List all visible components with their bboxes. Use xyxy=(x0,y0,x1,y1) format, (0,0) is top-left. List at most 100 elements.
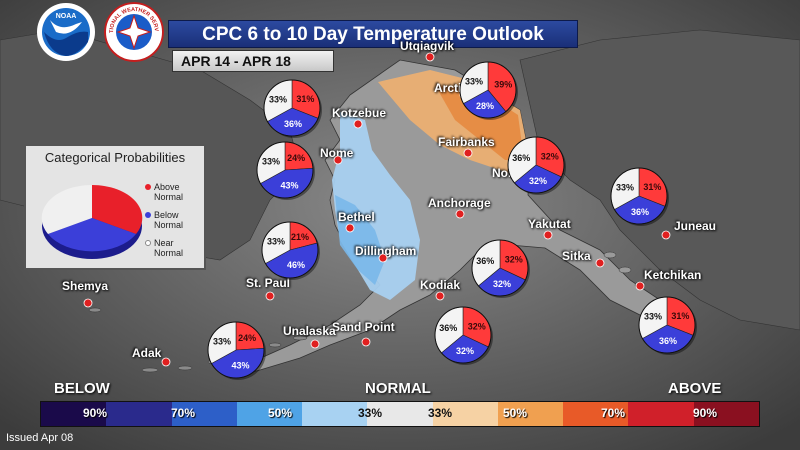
pie-label-below: 28% xyxy=(476,101,494,111)
legend-label-above: Above Normal xyxy=(154,182,184,202)
pie-label-above: 31% xyxy=(296,94,314,104)
date-range: APR 14 - APR 18 xyxy=(172,50,334,72)
pie-label-near: 33% xyxy=(213,337,231,347)
legend-dot-above xyxy=(145,184,151,190)
issued-date: Issued Apr 08 xyxy=(6,432,74,444)
pie-label-near: 33% xyxy=(269,95,287,105)
categorical-legend: Categorical Probabilities Above Normal B… xyxy=(24,144,206,270)
probability-pie: 24% 43% 33% xyxy=(207,321,266,380)
legend-label-near: Near Normal xyxy=(154,238,184,258)
place-marker xyxy=(378,253,388,263)
scale-segment xyxy=(106,402,172,426)
legend-label-below: Below Normal xyxy=(154,210,184,230)
place-marker xyxy=(333,155,343,165)
pie-outline xyxy=(507,136,565,194)
pie-label-above: 32% xyxy=(468,321,486,331)
pie-outline xyxy=(263,79,321,137)
legend-dot-below xyxy=(145,212,151,218)
probability-pie: 39% 28% 33% xyxy=(459,61,518,120)
scale-segment xyxy=(171,402,237,426)
scale-tick-label: 50% xyxy=(267,406,293,420)
legend-item-above: Above Normal xyxy=(145,182,204,202)
scale-tick-label: 90% xyxy=(692,406,718,420)
place-marker xyxy=(353,119,363,129)
place-label: Ketchikan xyxy=(644,268,702,282)
pie-outline xyxy=(207,321,265,379)
scale-segment xyxy=(367,402,433,426)
legend-pie xyxy=(41,184,143,259)
legend-title: Categorical Probabilities xyxy=(44,150,186,165)
place-label: Fairbanks xyxy=(438,135,495,149)
pie-outline xyxy=(638,296,696,354)
probability-pie: 31% 36% 33% xyxy=(263,79,322,138)
scale-segment xyxy=(628,402,694,426)
pie-label-above: 39% xyxy=(494,79,512,89)
pie-label-above: 31% xyxy=(671,311,689,321)
pie-label-below: 46% xyxy=(287,260,305,270)
scale-tick-label: 33% xyxy=(427,406,453,420)
pie-outline xyxy=(610,167,668,225)
legend-dot-near xyxy=(145,240,151,246)
place-marker xyxy=(361,337,371,347)
place-label: Sand Point xyxy=(332,320,395,334)
place-marker xyxy=(345,223,355,233)
pie-label-near: 33% xyxy=(267,237,285,247)
scale-tick-label: 70% xyxy=(600,406,626,420)
place-marker xyxy=(161,357,171,367)
pie-label-near: 33% xyxy=(616,183,634,193)
pie-label-above: 32% xyxy=(505,254,523,264)
pie-label-below: 36% xyxy=(284,119,302,129)
probability-pie: 32% 32% 36% xyxy=(507,136,566,195)
scale-segment xyxy=(432,402,498,426)
pie-outline xyxy=(471,239,529,297)
probability-pie: 31% 36% 33% xyxy=(638,296,697,355)
noaa-logo: NOAA xyxy=(37,3,95,61)
nws-logo: NATIONAL WEATHER SERVICE xyxy=(104,2,164,62)
pie-outline xyxy=(459,61,517,119)
probability-pie: 32% 32% 36% xyxy=(471,239,530,298)
scale-segment xyxy=(41,402,107,426)
place-label: Adak xyxy=(132,346,162,360)
pie-label-below: 32% xyxy=(493,279,511,289)
scale-normal-label: NORMAL xyxy=(365,380,431,397)
scale-below-label: BELOW xyxy=(54,380,110,397)
pie-label-below: 36% xyxy=(631,207,649,217)
place-marker xyxy=(595,258,605,268)
scale-segment xyxy=(693,402,759,426)
place-label: Dillingham xyxy=(355,244,417,258)
scale-tick-label: 90% xyxy=(82,406,108,420)
place-label: Sitka xyxy=(562,249,591,263)
pie-outline xyxy=(256,141,314,199)
legend-item-near: Near Normal xyxy=(145,238,204,258)
pie-label-below: 36% xyxy=(659,336,677,346)
place-label: Utqiagvik xyxy=(400,39,455,53)
pie-label-above: 31% xyxy=(643,182,661,192)
pie-outline xyxy=(434,306,492,364)
pie-label-near: 36% xyxy=(512,153,530,163)
noaa-logo-text: NOAA xyxy=(56,13,77,20)
place-label: Nome xyxy=(320,146,354,160)
pie-label-above: 24% xyxy=(287,153,305,163)
legend-item-below: Below Normal xyxy=(145,210,204,230)
pie-label-near: 33% xyxy=(262,157,280,167)
place-label: Anchorage xyxy=(428,196,491,210)
above-normal-region-inner xyxy=(435,85,524,160)
place-marker xyxy=(435,291,445,301)
scale-tick-label: 70% xyxy=(170,406,196,420)
below-normal-region-inner xyxy=(335,195,385,285)
place-marker xyxy=(425,52,435,62)
place-label: Shemya xyxy=(62,279,109,293)
probability-pie: 24% 43% 33% xyxy=(256,141,315,200)
pie-label-below: 32% xyxy=(529,176,547,186)
place-marker xyxy=(661,230,671,240)
scale-tick-label: 33% xyxy=(357,406,383,420)
probability-pie: 21% 46% 33% xyxy=(261,221,320,280)
place-label: Kotzebue xyxy=(332,106,386,120)
place-label: Juneau xyxy=(674,219,717,233)
place-marker xyxy=(265,291,275,301)
map-title: CPC 6 to 10 Day Temperature Outlook xyxy=(168,20,578,48)
scale-tick-label: 50% xyxy=(502,406,528,420)
pie-label-near: 36% xyxy=(476,256,494,266)
place-label: Yakutat xyxy=(528,217,571,231)
pie-label-below: 43% xyxy=(281,181,299,191)
